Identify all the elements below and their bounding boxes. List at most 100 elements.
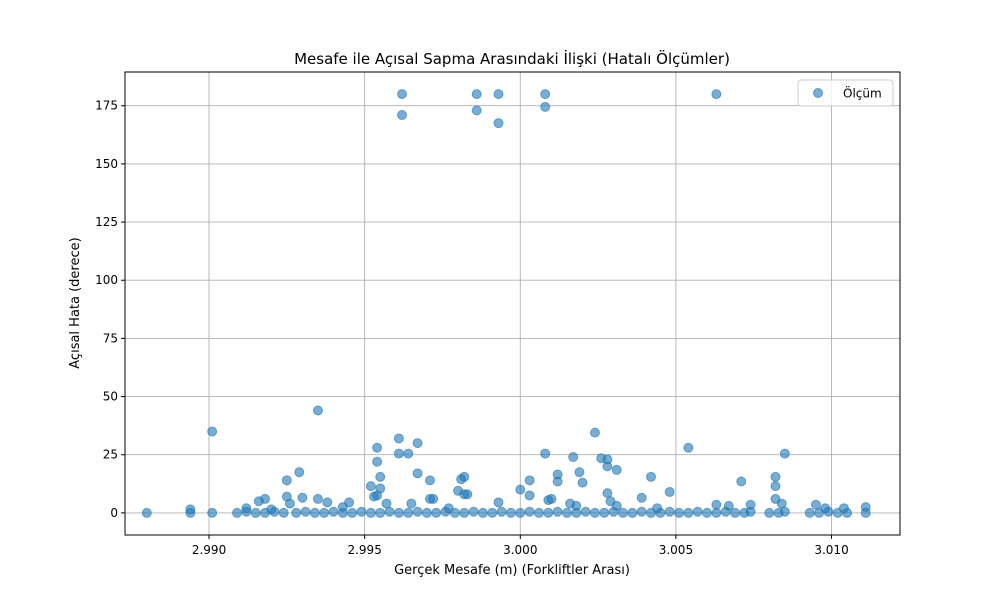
data-point: [322, 497, 333, 508]
data-point: [372, 442, 383, 453]
data-point: [823, 506, 834, 517]
data-point: [524, 506, 535, 517]
data-point: [546, 493, 557, 504]
data-point: [375, 471, 386, 482]
data-point: [368, 491, 379, 502]
data-point: [425, 475, 436, 486]
data-point: [449, 507, 460, 518]
data-point: [412, 438, 423, 449]
data-point: [804, 507, 815, 518]
data-point: [294, 467, 305, 478]
data-points: [141, 89, 871, 518]
data-point: [832, 507, 843, 518]
data-point: [372, 456, 383, 467]
y-tick-label: 25: [103, 448, 118, 462]
data-point: [543, 507, 554, 518]
data-point: [468, 506, 479, 517]
data-point: [337, 507, 348, 518]
data-point: [232, 507, 243, 518]
y-tick-label: 50: [103, 390, 118, 404]
data-point: [459, 507, 470, 518]
legend-label: Ölçüm: [843, 85, 882, 101]
x-tick-label: 2.995: [347, 543, 381, 557]
data-point: [421, 507, 432, 518]
data-point: [406, 498, 417, 509]
data-point: [393, 507, 404, 518]
data-point: [571, 507, 582, 518]
legend-marker: [813, 88, 823, 98]
data-point: [568, 452, 579, 463]
legend: Ölçüm: [797, 79, 894, 107]
data-point: [365, 481, 376, 492]
data-point: [842, 507, 853, 518]
data-point: [403, 507, 414, 518]
x-axis-label: Gerçek Mesafe (m) (Forkliftler Arası): [394, 563, 630, 578]
data-point: [312, 405, 323, 416]
data-point: [552, 476, 563, 487]
y-tick-label: 150: [95, 157, 118, 171]
data-point: [540, 101, 551, 112]
data-point: [297, 492, 308, 503]
data-point: [412, 468, 423, 479]
data-point: [347, 507, 358, 518]
data-point: [207, 426, 218, 437]
data-point: [770, 471, 781, 482]
data-point: [636, 492, 647, 503]
data-point: [393, 433, 404, 444]
data-point: [412, 506, 423, 517]
data-point: [487, 507, 498, 518]
y-tick-label: 0: [110, 506, 118, 520]
data-point: [664, 506, 675, 517]
y-tick-label: 75: [103, 331, 118, 345]
grid-lines: [125, 72, 900, 535]
data-point: [646, 507, 657, 518]
data-point: [384, 506, 395, 517]
data-point: [141, 507, 152, 518]
data-point: [524, 475, 535, 486]
data-point: [505, 507, 516, 518]
data-point: [764, 507, 775, 518]
data-point: [779, 506, 790, 517]
data-point: [365, 507, 376, 518]
x-tick-label: 3.010: [814, 543, 848, 557]
data-point: [589, 507, 600, 518]
data-point: [428, 493, 439, 504]
data-point: [711, 507, 722, 518]
data-point: [617, 507, 628, 518]
data-point: [683, 507, 694, 518]
data-point: [471, 89, 482, 100]
data-point: [589, 427, 600, 438]
data-point: [375, 507, 386, 518]
data-point: [664, 486, 675, 497]
plot-frame: [124, 71, 901, 536]
data-point: [561, 507, 572, 518]
plot-area: [125, 72, 900, 535]
data-point: [702, 507, 713, 518]
data-point: [711, 89, 722, 100]
data-point: [515, 484, 526, 495]
data-point: [493, 118, 504, 129]
data-point: [745, 506, 756, 517]
data-point: [269, 506, 280, 517]
data-point: [397, 89, 408, 100]
data-point: [278, 507, 289, 518]
data-point: [599, 507, 610, 518]
chart-title: Mesafe ile Açısal Sapma Arasındaki İlişk…: [294, 49, 730, 68]
data-point: [627, 507, 638, 518]
data-point: [814, 507, 825, 518]
data-point: [260, 507, 271, 518]
data-point: [683, 442, 694, 453]
data-point: [284, 498, 295, 509]
x-axis-ticks: 2.990 2.995 3.000 3.005 3.010: [192, 535, 849, 557]
data-point: [574, 467, 585, 478]
x-tick-label: 2.990: [192, 543, 226, 557]
data-point: [456, 474, 467, 485]
data-point: [493, 497, 504, 508]
data-point: [300, 506, 311, 517]
data-point: [655, 507, 666, 518]
data-point: [602, 461, 613, 472]
data-point: [477, 507, 488, 518]
data-point: [440, 506, 451, 517]
data-point: [471, 105, 482, 116]
